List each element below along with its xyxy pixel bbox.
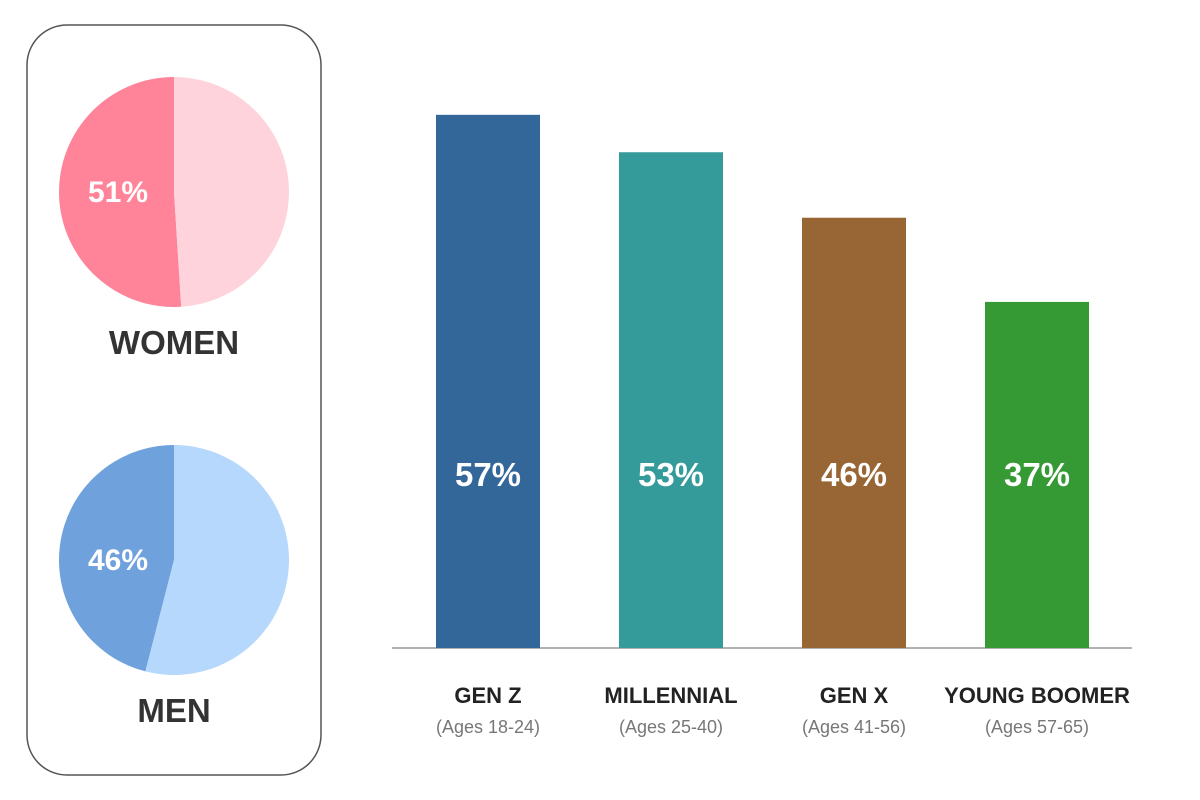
- bar-young-boomer: [985, 301, 1089, 648]
- bar-value-label: 57%: [455, 456, 521, 493]
- bar-value-label: 46%: [821, 456, 887, 493]
- pie-value-label: 46%: [88, 544, 148, 577]
- pie-value-label: 51%: [88, 176, 148, 209]
- bar-millennial: [619, 152, 723, 648]
- category-label: YOUNG BOOMER: [944, 683, 1130, 708]
- pie-slice-women-1: [174, 77, 289, 307]
- category-label: GEN Z: [454, 683, 521, 708]
- category-sublabel: (Ages 57-65): [985, 717, 1089, 737]
- bar-chart: 57% GEN Z (Ages 18-24) 53% MILLENNIAL (Ages 2…: [392, 114, 1132, 737]
- category-sublabel: (Ages 18-24): [436, 717, 540, 737]
- bar-value-label: 37%: [1004, 456, 1070, 493]
- pie-slice-women-0: [58, 77, 182, 308]
- category-sublabel: (Ages 41-56): [802, 717, 906, 737]
- category-label: GEN X: [820, 683, 889, 708]
- bar-gen-z: [436, 114, 540, 649]
- category-sublabel: (Ages 25-40): [619, 717, 723, 737]
- pie-panel-frame: [26, 24, 322, 776]
- bar-value-label: 53%: [638, 456, 704, 493]
- pie-caption: MEN: [137, 692, 210, 729]
- pie-men: 46% MEN: [59, 445, 289, 729]
- pie-women: 51% WOMEN: [58, 77, 289, 361]
- pie-slice-men-1: [145, 445, 289, 675]
- pie-charts: 51% WOMEN 46% MEN: [58, 77, 289, 729]
- bar-gen-x: [802, 217, 906, 648]
- pie-caption: WOMEN: [109, 324, 239, 361]
- pie-slice-men-0: [59, 445, 174, 672]
- category-label: MILLENNIAL: [604, 683, 737, 708]
